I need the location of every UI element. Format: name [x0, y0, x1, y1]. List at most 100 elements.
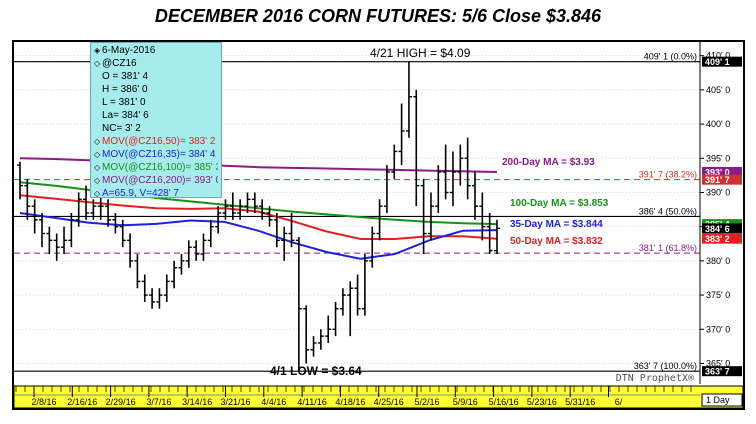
price-badge: 363' 7 — [702, 366, 742, 377]
interval-box[interactable] — [701, 393, 743, 407]
x-tick-label: 2/8/16 — [31, 397, 56, 407]
x-tick-label: 5/23/16 — [527, 397, 557, 407]
y-tick-label: 405' 0 — [706, 85, 730, 95]
x-tick-label: 5/2/16 — [414, 397, 439, 407]
ohlc-bar — [464, 137, 471, 200]
ohlc-bar — [134, 254, 141, 289]
ohlc-bar — [486, 213, 493, 255]
ohlc-bar — [295, 236, 302, 371]
ohlc-bar — [361, 254, 368, 316]
y-tick-label: 410' 0 — [706, 51, 730, 61]
ma50-annotation: 50-Day MA = $3.832 — [510, 236, 603, 247]
legend-date: ◈ 6-May-2016 — [94, 45, 156, 56]
legend-last: La= 384' 6 — [102, 110, 149, 121]
ohlc-bar — [163, 274, 170, 302]
fib-label: 391' 7 (38.2%) — [639, 170, 697, 180]
x-tick-label: 4/18/16 — [335, 397, 365, 407]
y-tick-label: 380' 0 — [706, 256, 730, 266]
ohlc-bar — [369, 226, 376, 268]
legend-mov100: ◇ MOV(@CZ16,100)= 385' 3 — [94, 162, 218, 173]
price-badge-bg — [702, 223, 742, 234]
ohlc-bar — [156, 288, 163, 309]
ohlc-bar — [178, 254, 185, 275]
ohlc-bar — [259, 199, 266, 220]
y-tick-label: 390' 0 — [706, 187, 730, 197]
ohlc-bar — [303, 305, 310, 364]
x-tick-label: 5/9/16 — [453, 397, 478, 407]
ma35-line — [19, 212, 498, 260]
ohlc-bar — [471, 171, 478, 220]
ohlc-bar — [112, 213, 119, 234]
ma35-annotation: 35-Day MA = $3.844 — [510, 219, 603, 230]
price-badge-bg — [702, 56, 742, 67]
fib-label: 386' 4 (50.0%) — [639, 206, 697, 216]
ohlc-bar — [442, 144, 449, 200]
legend-open: O = 381' 4 — [102, 71, 149, 82]
ohlc-bar — [207, 219, 214, 248]
ohlc-bar — [266, 206, 273, 227]
x-tick-label: 4/11/16 — [297, 397, 326, 407]
ohlc-bar — [127, 233, 134, 268]
price-badge-bg — [702, 233, 742, 244]
x-tick-label: 3/21/16 — [220, 397, 250, 407]
ohlc-bar — [105, 199, 112, 227]
ohlc-bar — [215, 206, 222, 234]
ma100-annotation: 100-Day MA = $3.853 — [510, 198, 609, 209]
ohlc-bar — [494, 219, 500, 255]
ohlc-bar — [53, 233, 60, 261]
ohlc-bar — [17, 161, 23, 200]
ohlc-bar — [479, 192, 486, 241]
ohlc-bar — [405, 61, 412, 138]
watermark-label: DTN ProphetX® — [616, 373, 695, 384]
high-annotation: 4/21 HIGH = $4.09 — [370, 46, 471, 60]
ohlc-bar — [420, 178, 427, 255]
fib-label: 409' 1 (0.0%) — [644, 52, 697, 62]
ohlc-bar — [376, 199, 383, 241]
price-badge-label: 363' 7 — [705, 367, 730, 377]
interval-label: 1 Day — [706, 395, 730, 405]
x-tick-label: 4/4/16 — [261, 397, 286, 407]
price-badge-label: 383' 2 — [705, 234, 730, 244]
fib-label: 363' 7 (100.0%) — [634, 361, 697, 371]
price-badge-bg — [702, 166, 742, 177]
ohlc-bar — [83, 185, 90, 220]
price-badge-bg — [702, 174, 742, 185]
x-tick-label: 3/14/16 — [182, 397, 212, 407]
ohlc-bar — [413, 89, 420, 207]
price-badge: 384' 6 — [702, 223, 742, 234]
ohlc-bar — [61, 226, 68, 255]
x-tick-label: 2/29/16 — [106, 397, 136, 407]
price-badge: 391' 7 — [702, 174, 742, 185]
ohlc-bar — [39, 213, 46, 248]
ohlc-bar — [281, 226, 288, 261]
fib-label: 381' 1 (61.8%) — [639, 243, 697, 253]
ohlc-bar — [141, 274, 148, 302]
x-tick-label: 6/ — [615, 397, 623, 407]
y-tick-label: 400' 0 — [706, 119, 730, 129]
legend-symbol: ◇ @CZ16 — [94, 58, 137, 69]
ohlc-bar — [222, 199, 229, 220]
ohlc-bar — [427, 192, 434, 241]
ohlc-bar — [435, 165, 442, 213]
price-badge-bg — [702, 366, 742, 377]
ohlc-bar — [149, 288, 156, 309]
ohlc-bar — [68, 213, 75, 248]
ohlc-bar — [449, 151, 456, 207]
ohlc-bar — [310, 336, 317, 357]
ohlc-bar — [24, 178, 31, 220]
ohlc-bar — [398, 103, 405, 166]
legend-mov50: ◇ MOV(@CZ16,50)= 383' 2 — [94, 136, 216, 147]
x-tick-label: 5/31/16 — [565, 397, 595, 407]
legend-volume: ◇ A=65.9, V=428' 7 — [94, 188, 179, 199]
ohlc-bar — [273, 213, 280, 248]
ohlc-bar — [317, 329, 324, 350]
ohlc-bar — [332, 301, 339, 337]
ohlc-bar — [288, 213, 295, 248]
x-tick-label: 5/16/16 — [489, 397, 519, 407]
price-badge: 409' 1 — [702, 56, 742, 67]
legend-high: H = 386' 0 — [102, 84, 148, 95]
ohlc-bar — [339, 288, 346, 316]
ohlc-bar — [75, 192, 82, 227]
ohlc-bar — [383, 165, 390, 213]
ma50-line — [19, 194, 498, 240]
